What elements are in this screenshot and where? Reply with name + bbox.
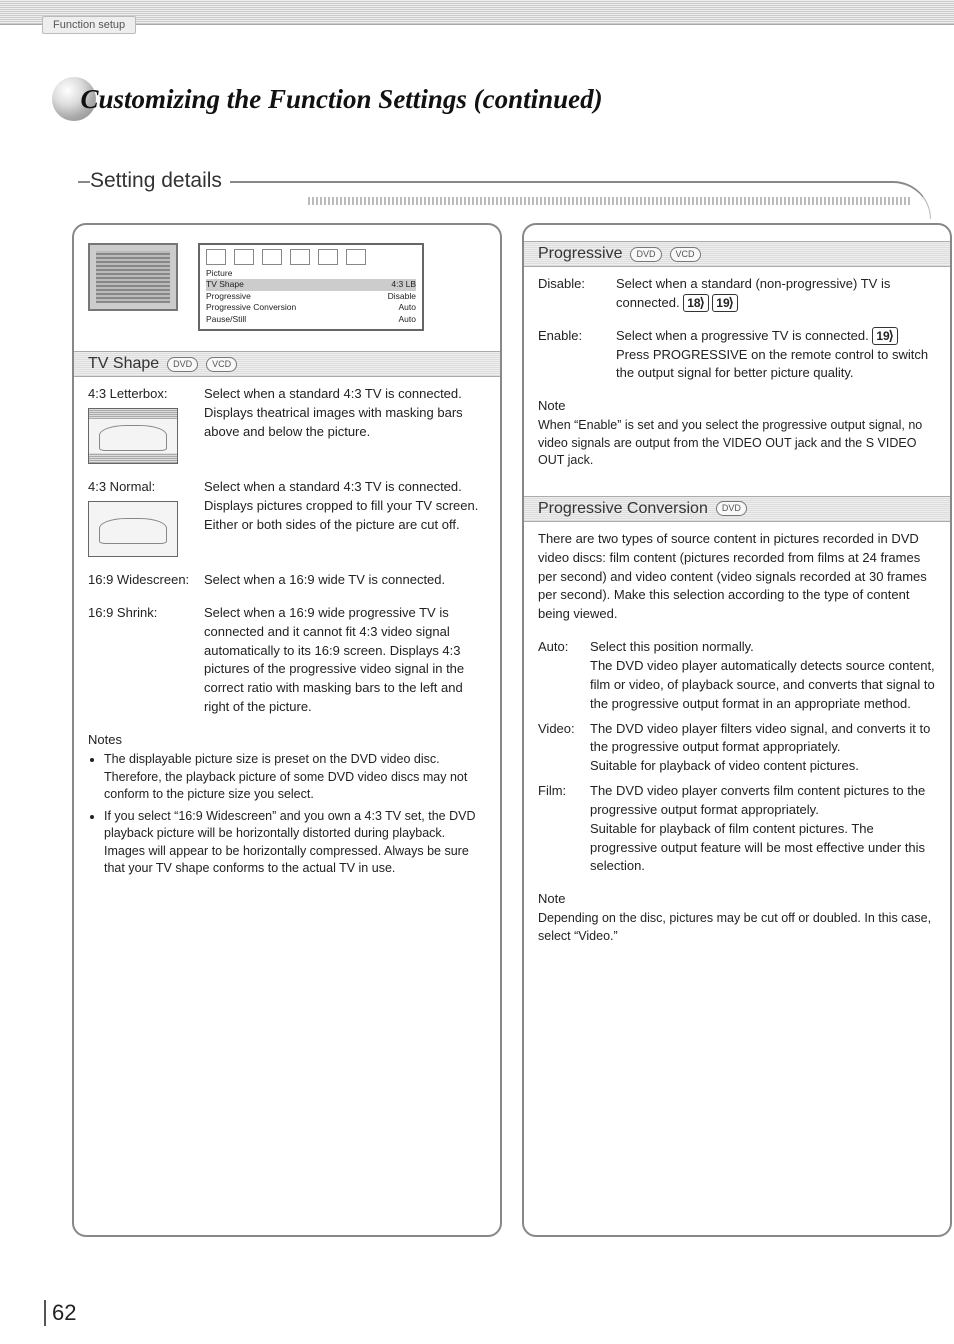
notes-heading: Notes <box>88 731 486 749</box>
note-item: If you select “16:9 Widescreen” and you … <box>104 808 486 878</box>
page-ref: 18 <box>683 294 708 312</box>
progconv-note: Note Depending on the disc, pictures may… <box>538 890 936 945</box>
progconv-intro: There are two types of source content in… <box>538 530 936 624</box>
left-column: Picture TV Shape4:3 LB ProgressiveDisabl… <box>72 223 502 1237</box>
function-setup-tab: Function setup <box>42 16 136 34</box>
dvd-badge: DVD <box>630 247 661 262</box>
option-169-widescreen: 16:9 Widescreen: Select when a 16:9 wide… <box>88 571 486 590</box>
tv-screenshot-icon <box>88 243 178 311</box>
note-item: The displayable picture size is preset o… <box>104 751 486 804</box>
option-progconv-auto: Auto: Select this position normally. The… <box>538 638 936 713</box>
progconv-heading: Progressive Conversion DVD <box>524 496 950 522</box>
progressive-note: Note When “Enable” is set and you select… <box>538 397 936 470</box>
right-column: Progressive DVD VCD Disable: Select when… <box>522 223 952 1237</box>
osd-iconrow <box>206 249 416 265</box>
option-43-normal: 4:3 Normal: Select when a standard 4:3 T… <box>88 478 486 557</box>
menu-preview: Picture TV Shape4:3 LB ProgressiveDisabl… <box>88 243 486 331</box>
option-label: 16:9 Shrink: <box>88 604 204 717</box>
option-progressive-enable: Enable: Select when a progressive TV is … <box>538 327 936 384</box>
notes-heading: Note <box>538 397 936 415</box>
dvd-badge: DVD <box>716 501 747 516</box>
osd-line: ProgressiveDisable <box>206 291 416 302</box>
tvshape-notes: Notes The displayable picture size is pr… <box>88 731 486 878</box>
option-label: Film: <box>538 782 590 876</box>
option-label: Disable: <box>538 275 616 313</box>
section-label: Setting details <box>90 169 230 192</box>
page-title: Customizing the Function Settings (conti… <box>80 84 602 115</box>
option-label: Video: <box>538 720 590 777</box>
option-43-letterbox: 4:3 Letterbox: Select when a standard 4:… <box>88 385 486 464</box>
osd-menu: Picture TV Shape4:3 LB ProgressiveDisabl… <box>198 243 424 331</box>
vcd-badge: VCD <box>670 247 701 262</box>
option-progconv-video: Video: The DVD video player filters vide… <box>538 720 936 777</box>
option-desc: Select when a standard 4:3 TV is connect… <box>204 385 486 464</box>
tvshape-heading: TV Shape DVD VCD <box>74 351 500 377</box>
normal-thumb-icon <box>88 501 178 557</box>
note-text: Depending on the disc, pictures may be c… <box>538 910 936 945</box>
option-desc: Select this position normally. The DVD v… <box>590 638 936 713</box>
notes-heading: Note <box>538 890 936 908</box>
osd-line: Progressive ConversionAuto <box>206 302 416 313</box>
option-desc: The DVD video player filters video signa… <box>590 720 936 777</box>
osd-category: Picture <box>206 268 416 279</box>
option-label: 4:3 Normal: <box>88 478 204 497</box>
page-ref: 19 <box>872 327 897 345</box>
letterbox-thumb-icon <box>88 408 178 464</box>
option-desc: Select when a standard (non-progressive)… <box>616 275 936 313</box>
progressive-heading: Progressive DVD VCD <box>524 241 950 267</box>
option-169-shrink: 16:9 Shrink: Select when a 16:9 wide pro… <box>88 604 486 717</box>
option-label: Auto: <box>538 638 590 713</box>
option-desc: Select when a 16:9 wide TV is connected. <box>204 571 486 590</box>
osd-line: TV Shape4:3 LB <box>206 279 416 290</box>
option-label: 4:3 Letterbox: <box>88 385 204 404</box>
top-decorative-band <box>0 0 954 25</box>
page-number: 62 <box>44 1300 76 1326</box>
option-desc: Select when a 16:9 wide progressive TV i… <box>204 604 486 717</box>
option-progressive-disable: Disable: Select when a standard (non-pro… <box>538 275 936 313</box>
option-progconv-film: Film: The DVD video player converts film… <box>538 782 936 876</box>
section-dots <box>308 197 910 205</box>
option-label: 16:9 Widescreen: <box>88 571 204 590</box>
section-setting-details: Setting details <box>78 181 931 219</box>
vcd-badge: VCD <box>206 357 237 372</box>
option-desc: The DVD video player converts film conte… <box>590 782 936 876</box>
dvd-badge: DVD <box>167 357 198 372</box>
option-desc: Select when a progressive TV is connecte… <box>616 327 936 384</box>
option-label: Enable: <box>538 327 616 384</box>
page-ref: 19 <box>712 294 737 312</box>
osd-line: Pause/StillAuto <box>206 314 416 325</box>
option-desc: Select when a standard 4:3 TV is connect… <box>204 478 486 557</box>
note-text: When “Enable” is set and you select the … <box>538 417 936 470</box>
